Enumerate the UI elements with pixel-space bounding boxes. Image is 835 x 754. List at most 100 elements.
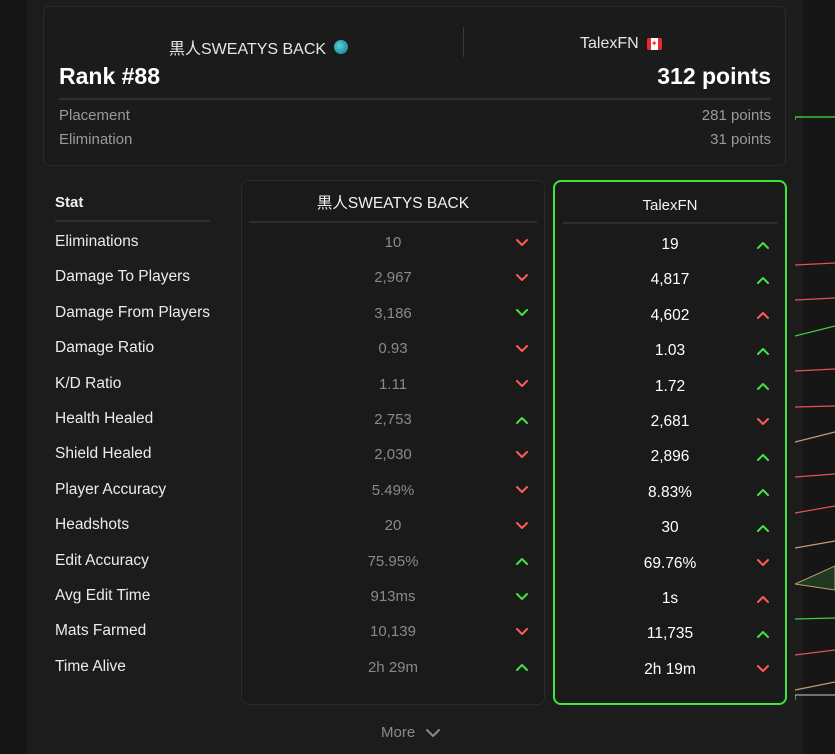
chevron-up-icon — [516, 416, 528, 424]
player2-stat-row: 2,681 — [555, 404, 785, 439]
chevron-down-icon — [757, 417, 769, 425]
player2-stat-value: 11,735 — [646, 625, 694, 643]
player1-stat-value: 2h 29m — [367, 658, 419, 676]
chevron-up-icon — [516, 558, 528, 566]
elimination-label: Elimination — [59, 131, 133, 148]
globe-icon — [334, 40, 349, 54]
chevron-up-icon — [757, 524, 769, 532]
player2-stat-row: 2,896 — [555, 439, 785, 474]
canada-flag-icon: ✦ — [646, 38, 662, 50]
chevron-up-icon — [757, 241, 769, 249]
player2-stat-value: 1.72 — [654, 377, 686, 395]
player2-stat-row: 4,602 — [555, 298, 785, 333]
chevron-up-icon — [757, 277, 769, 285]
chevron-down-icon — [516, 486, 528, 494]
player1-stat-row: 10 — [242, 225, 544, 260]
placement-value: 281 points — [701, 107, 771, 124]
placement-label: Placement — [59, 107, 130, 124]
player1-stat-value: 10 — [384, 234, 402, 251]
player2-stat-value: 19 — [661, 236, 679, 253]
placement-row: Placement 281 points — [59, 107, 771, 124]
chevron-down-icon — [516, 380, 528, 388]
player1-stat-row: 2,030 — [242, 437, 544, 472]
chevron-down-icon — [516, 238, 528, 246]
stat-label: Time Alive — [55, 657, 126, 675]
chevron-up-icon — [757, 454, 769, 462]
player1-stat-row: 2h 29m — [242, 650, 544, 685]
player2-stat-value: 2h 19m — [644, 660, 696, 678]
player2-stat-row: 4,817 — [555, 262, 785, 297]
player1-stat-row: 75.95% — [242, 544, 544, 579]
more-label: More — [381, 724, 416, 741]
player1-name: 黒人SWEATYS BACK — [169, 41, 327, 58]
match-summary-card: 黒人SWEATYS BACK TalexFN ✦ Rank #88 312 po… — [43, 6, 786, 166]
player1-stat-row: 2,967 — [242, 260, 544, 295]
more-button[interactable]: More — [381, 724, 441, 741]
player1-stat-value: 0.93 — [378, 340, 408, 358]
player2-stat-row: 19 — [555, 227, 785, 262]
chevron-up-icon — [757, 347, 769, 355]
player1-stat-row: 3,186 — [242, 296, 544, 331]
stat-label: K/D Ratio — [55, 374, 122, 392]
player2-stat-value: 4,602 — [650, 306, 690, 324]
header-divider — [463, 27, 464, 57]
stat-label: Shield Healed — [55, 445, 152, 463]
stat-label: Player Accuracy — [55, 480, 167, 498]
chevron-down-icon — [516, 451, 528, 459]
player2-header[interactable]: TalexFN ✦ — [580, 35, 662, 53]
player1-stat-row: 20 — [242, 508, 544, 543]
player1-stat-row: 10,139 — [242, 614, 544, 649]
player1-stat-row: 2,753 — [242, 402, 544, 437]
chevron-down-icon — [757, 559, 769, 567]
elimination-row: Elimination 31 points — [59, 131, 771, 148]
stat-labels-column: Stat Eliminations Damage To Players Damage… — [55, 180, 210, 684]
player2-stat-row: 2h 19m — [555, 652, 785, 687]
player2-stat-row: 8.83% — [555, 475, 785, 510]
player1-stat-row: 913ms — [242, 579, 544, 614]
chevron-down-icon — [516, 627, 528, 635]
stat-label: Avg Edit Time — [55, 586, 151, 604]
player2-stat-value: 69.76% — [643, 554, 697, 572]
player2-stat-value: 4,817 — [650, 271, 690, 289]
player2-stat-row: 69.76% — [555, 546, 785, 581]
chevron-down-icon — [516, 309, 528, 317]
elimination-value: 31 points — [710, 131, 771, 148]
stat-label: Damage From Players — [55, 303, 211, 321]
chevron-up-icon — [757, 312, 769, 320]
player2-stat-row: 30 — [555, 510, 785, 545]
stat-column-header: Stat — [55, 180, 210, 222]
side-sparklines — [795, 116, 835, 700]
chevron-up-icon — [757, 489, 769, 497]
chevron-down-icon — [516, 274, 528, 282]
chevron-up-icon — [516, 664, 528, 672]
player1-stat-row: 0.93 — [242, 331, 544, 366]
player2-stats-card: TalexFN 19 4,817 4,602 1.03 1.72 2,681 2,896 8.… — [553, 180, 787, 705]
header-separator — [59, 98, 771, 100]
player1-stat-value: 20 — [384, 517, 402, 535]
stat-label: Damage To Players — [55, 268, 190, 286]
player1-stat-value: 2,753 — [374, 410, 412, 428]
stat-label: Headshots — [55, 516, 130, 534]
chevron-up-icon — [757, 630, 769, 638]
player2-stat-value: 2,896 — [650, 448, 690, 466]
player2-stat-value: 8.83% — [648, 483, 692, 501]
player1-stat-value: 1.11 — [378, 375, 408, 393]
player2-column-header: TalexFN — [563, 182, 777, 224]
player2-stat-value: 2,681 — [650, 412, 690, 430]
rank-label: Rank #88 — [59, 63, 161, 89]
player2-stat-value: 30 — [661, 519, 679, 537]
player2-stat-row: 1.72 — [555, 369, 785, 404]
player2-name: TalexFN — [580, 35, 639, 52]
player1-stat-value: 913ms — [370, 587, 416, 605]
player1-stat-row: 5.49% — [242, 473, 544, 508]
chevron-down-icon — [516, 344, 528, 352]
stat-label: Health Healed — [55, 409, 154, 427]
player1-stat-value: 75.95% — [367, 552, 419, 570]
player1-header[interactable]: 黒人SWEATYS BACK — [169, 35, 349, 59]
player1-stat-value: 3,186 — [374, 304, 412, 322]
total-points: 312 points — [657, 63, 771, 89]
chevron-down-icon — [426, 728, 441, 737]
player1-stat-value: 10,139 — [370, 623, 416, 641]
player2-stat-row: 1s — [555, 581, 785, 616]
stat-label: Damage Ratio — [55, 339, 155, 357]
